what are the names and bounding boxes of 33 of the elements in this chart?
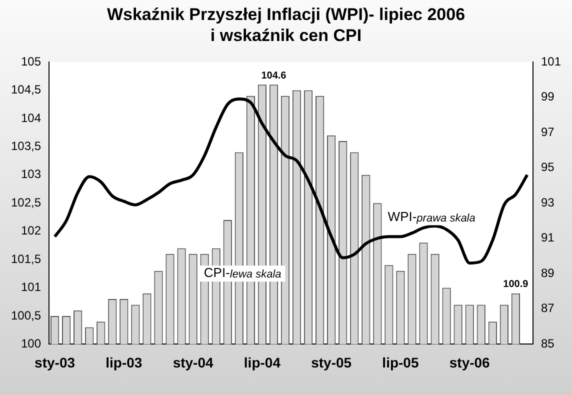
y-tick-label: 100 [21, 336, 42, 351]
y2-tick-label: 85 [540, 336, 555, 351]
y2-tick-label: 87 [540, 301, 555, 316]
y-tick-label: 105 [21, 54, 42, 68]
y-tick-label: 103 [21, 167, 42, 182]
y2-tick-label: 95 [540, 160, 555, 174]
y-tick-label: 101,5 [11, 252, 42, 266]
y2-tick-label: 93 [540, 195, 555, 210]
x-tick-label: lip-03 [106, 354, 142, 370]
series-label: CPI-lewa skala [204, 265, 282, 281]
chart-title: Wskaźnik Przyszłej Inflacji (WPI)- lipiec 2006 i wskaźnik cen CPI [106, 4, 466, 46]
y2-tick-label: 91 [540, 230, 555, 245]
y-tick-label: 102,5 [11, 195, 42, 210]
data-label: 104.6 [261, 70, 287, 82]
x-tick-label: lip-05 [382, 354, 419, 370]
line-series [53, 98, 529, 265]
series-label: WPI-prawa skala [388, 208, 476, 224]
x-tick-label: sty-06 [449, 354, 490, 370]
y-tick-label: 101 [21, 280, 42, 294]
data-label: 100.9 [503, 279, 529, 290]
y-tick-label: 100,5 [11, 308, 42, 322]
x-tick-label: sty-03 [34, 354, 76, 370]
y-tick-label: 104 [21, 110, 42, 125]
y-tick-label: 102 [21, 224, 42, 238]
x-tick-label: lip-04 [244, 354, 281, 370]
x-tick-label: sty-05 [311, 354, 352, 370]
y2-tick-label: 89 [540, 266, 555, 280]
y-tick-label: 104,5 [11, 82, 42, 97]
y2-tick-label: 97 [540, 124, 555, 139]
x-tick-label: sty-04 [172, 354, 214, 370]
y2-tick-label: 101 [540, 54, 562, 68]
y-tick-label: 103,5 [11, 138, 42, 153]
y2-tick-label: 99 [540, 90, 555, 104]
